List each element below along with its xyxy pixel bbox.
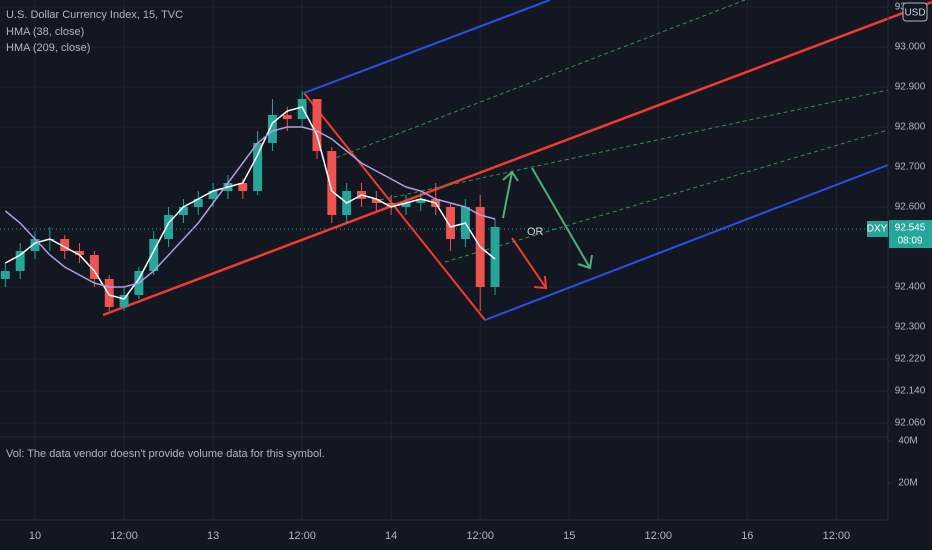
candle-body <box>371 199 381 203</box>
candle-body <box>282 115 292 119</box>
symbol: DXY <box>867 224 888 235</box>
y-tick-label: 92.600 <box>895 202 926 213</box>
candle-body <box>490 227 500 287</box>
x-tick-label: 15 <box>563 530 575 542</box>
legend-hma38: HMA (38, close) <box>6 26 84 38</box>
candle-body <box>327 151 337 215</box>
y-tick-label: 92.220 <box>895 354 926 365</box>
symbol-badge <box>867 221 888 237</box>
y-tick-label: 92.400 <box>895 282 926 293</box>
candle-body <box>60 239 70 251</box>
y-tick-label: 93.000 <box>895 42 926 53</box>
x-tick-label: 16 <box>741 530 753 542</box>
annotation: OR <box>527 226 544 238</box>
y-tick-label: 92.900 <box>895 82 926 93</box>
candle-body <box>238 183 248 191</box>
volume-tick-label: 40M <box>898 436 917 447</box>
candles <box>0 91 888 311</box>
drawings <box>102 0 932 321</box>
price-badge <box>889 220 932 248</box>
candle-body <box>401 203 411 207</box>
upper-line <box>303 0 551 94</box>
indicator-line <box>4 126 496 288</box>
candle-body <box>386 203 396 207</box>
dashed-line <box>444 129 889 263</box>
volume-note: Vol: The data vendor doesn't provide vol… <box>6 448 325 460</box>
candle-body <box>297 99 307 119</box>
volume-tick-label: 20M <box>898 478 917 489</box>
indicator-line <box>4 106 496 300</box>
currency[interactable]: USD <box>904 8 925 19</box>
grid <box>0 0 888 520</box>
candle-body <box>253 143 263 191</box>
arrow-down-red <box>511 237 548 290</box>
candle-body <box>119 295 129 307</box>
y-tick-label: 92.060 <box>895 418 926 429</box>
candle-body <box>268 115 277 143</box>
candle-body <box>30 239 40 251</box>
candle-body <box>104 279 114 307</box>
candle-body <box>178 207 188 215</box>
candle-body <box>15 251 25 271</box>
x-tick-label: 14 <box>385 530 397 542</box>
lower-line <box>484 164 889 321</box>
legend-hma209: HMA (209, close) <box>6 42 90 54</box>
y-tick-label: 92.140 <box>895 386 926 397</box>
arrow-up <box>502 170 519 219</box>
last-price: 92.545 <box>895 223 926 234</box>
candle-body <box>0 271 10 279</box>
candle-body <box>312 99 322 151</box>
x-tick-label: 12:00 <box>466 530 494 542</box>
candle-body <box>149 239 159 271</box>
legend-title: U.S. Dollar Currency Index, 15, TVC <box>6 9 183 21</box>
candle-body <box>75 251 84 255</box>
candle-body <box>446 207 455 239</box>
x-tick-label: 13 <box>207 530 219 542</box>
median-line <box>102 0 932 317</box>
countdown: 08:09 <box>897 236 922 247</box>
y-tick-label: 92.300 <box>895 322 926 333</box>
dashed-line <box>379 89 889 201</box>
currency-badge[interactable] <box>902 2 928 22</box>
candle-body <box>89 255 99 279</box>
candle-body <box>193 199 203 207</box>
x-tick-label: 12:00 <box>288 530 316 542</box>
candle-body <box>208 191 218 199</box>
y-tick-label: 92.800 <box>895 122 926 133</box>
candle-body <box>164 215 174 239</box>
x-tick-label: 12:00 <box>645 530 673 542</box>
x-tick-label: 12:00 <box>110 530 138 542</box>
arrow-down <box>531 167 593 270</box>
x-tick-label: 10 <box>29 530 41 542</box>
candle-body <box>416 199 426 203</box>
y-tick-label: 92.700 <box>895 162 926 173</box>
x-tick-label: 12:00 <box>823 530 851 542</box>
